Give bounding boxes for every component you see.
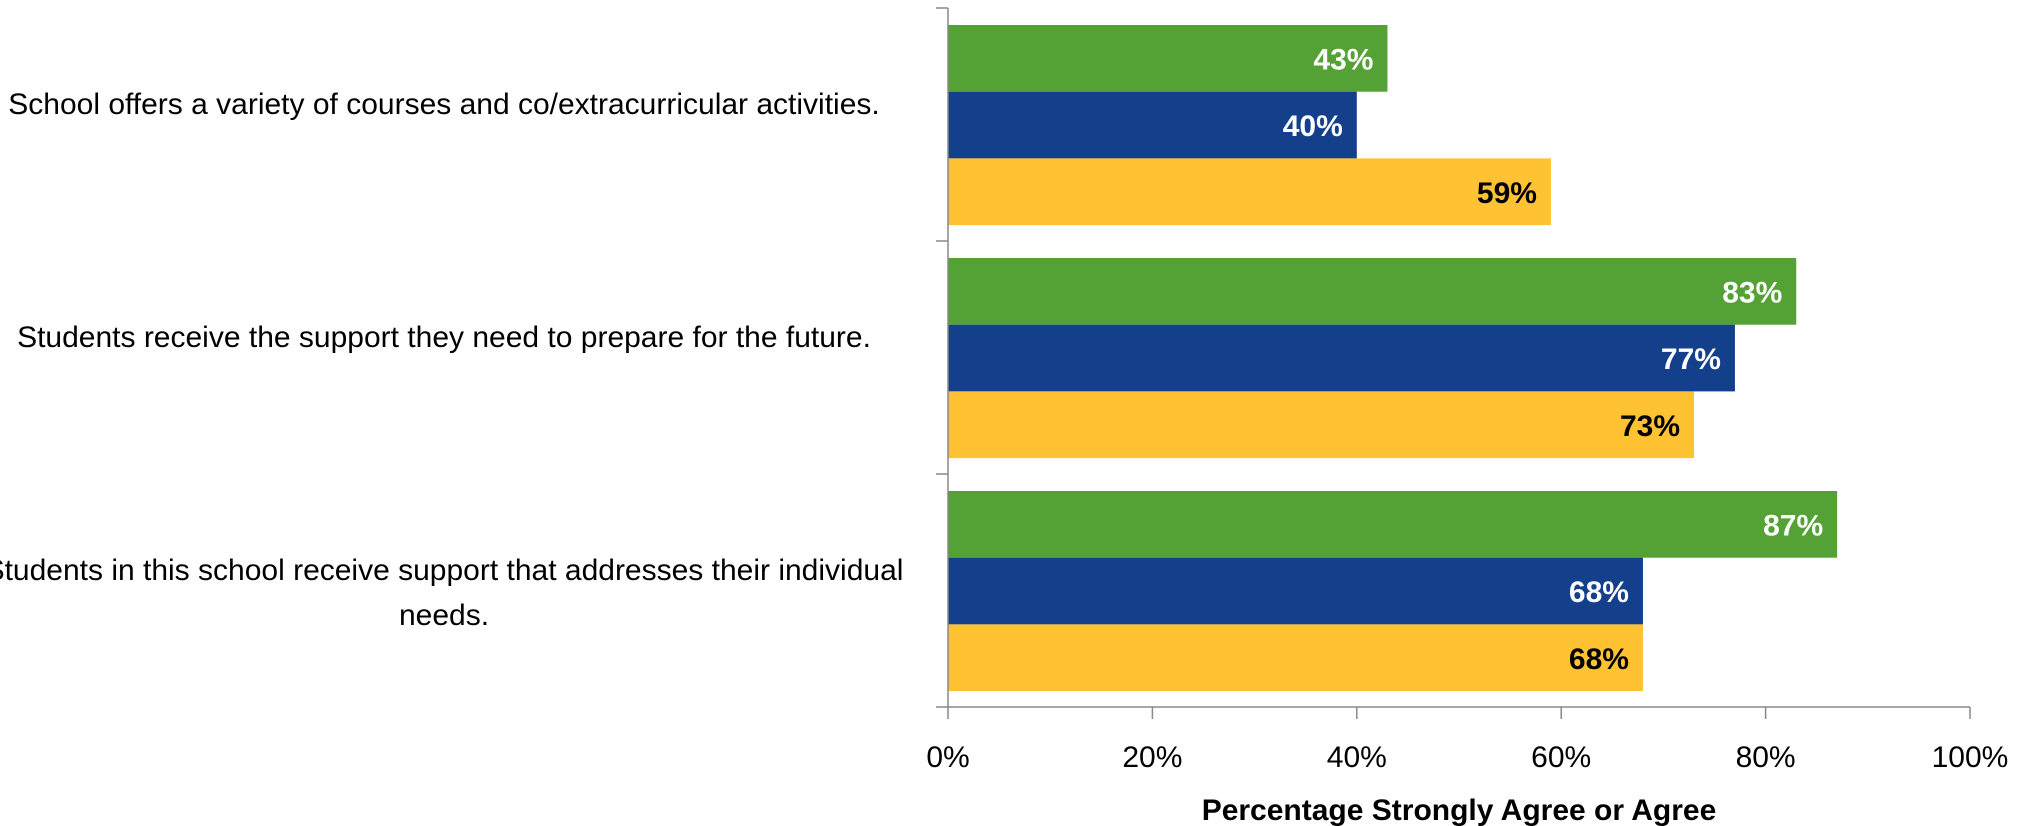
- bar-cat2-series1: [948, 258, 1797, 325]
- data-label-cat1-series1: 43%: [1313, 43, 1373, 76]
- data-label-cat3-series3: 68%: [1569, 643, 1629, 676]
- bar-cat3-series3: [948, 624, 1643, 692]
- data-label-cat2-series1: 83%: [1722, 276, 1782, 309]
- category-label-3: Students in this school receive support …: [0, 554, 904, 632]
- category-label-2: Students receive the support they need t…: [17, 321, 871, 354]
- bar-cat1-series1: [948, 25, 1388, 92]
- x-tick-label-4: 60%: [1531, 741, 1591, 774]
- x-tick-label-1: 0%: [926, 741, 969, 774]
- bar-cat2-series3: [948, 391, 1695, 459]
- data-label-cat3-series1: 87%: [1763, 509, 1823, 542]
- bar-cat3-series1: [948, 491, 1838, 558]
- data-label-cat1-series2: 40%: [1283, 110, 1343, 143]
- data-label-cat2-series3: 73%: [1620, 410, 1680, 443]
- x-axis-title: Percentage Strongly Agree or Agree: [1202, 794, 1717, 826]
- bar-cat1-series3: [948, 158, 1551, 226]
- x-tick-label-6: 100%: [1932, 741, 2009, 774]
- x-tick-label-5: 80%: [1736, 741, 1796, 774]
- data-label-cat3-series2: 68%: [1569, 576, 1629, 609]
- data-label-cat2-series2: 77%: [1661, 343, 1721, 376]
- category-label-1: School offers a variety of courses and c…: [8, 88, 880, 121]
- data-label-cat1-series3: 59%: [1477, 177, 1537, 210]
- bar-cat1-series2: [948, 91, 1357, 159]
- x-tick-label-2: 20%: [1122, 741, 1182, 774]
- x-tick-label-3: 40%: [1327, 741, 1387, 774]
- bar-cat3-series2: [948, 557, 1643, 625]
- bar-cat2-series2: [948, 324, 1735, 392]
